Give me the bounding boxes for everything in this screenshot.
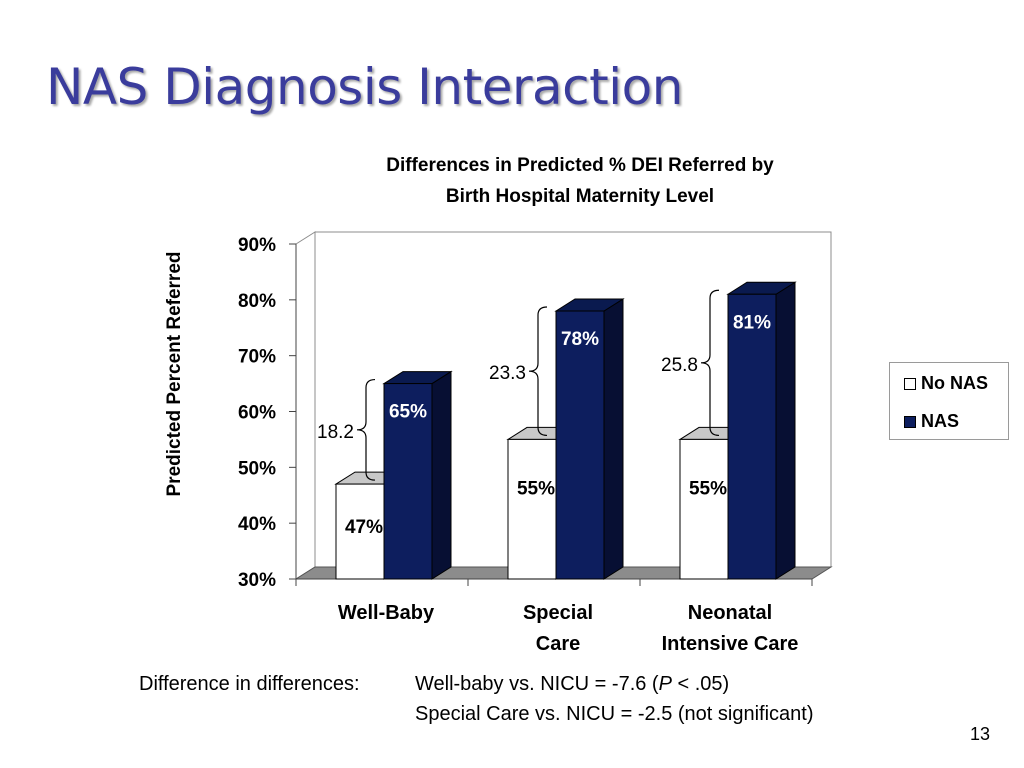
chart-title-line-2: Birth Hospital Maternity Level [445, 186, 715, 207]
footnote-line-1-suffix: < .05) [671, 673, 730, 695]
y-tick-label-40: 40% [238, 514, 276, 535]
y-tick-label-70: 70% [238, 347, 276, 368]
data-label-nas-2: 81% [733, 312, 771, 333]
slide-title: NAS Diagnosis Interaction [46, 58, 683, 116]
x-label-special-care-line-2: Care [536, 633, 580, 655]
chart-side-wall [295, 231, 316, 580]
bar-nas-0 [383, 383, 433, 580]
difference-brace-1 [528, 306, 548, 437]
difference-brace-0 [356, 378, 376, 481]
bar-nas-2 [727, 293, 777, 580]
legend-item-nas: NAS [904, 411, 959, 432]
data-label-nas-1: 78% [561, 329, 599, 350]
difference-label-1: 23.3 [489, 363, 526, 384]
y-tick-label-30: 30% [238, 570, 276, 591]
y-tick-label-80: 80% [238, 291, 276, 312]
y-tick-label-50: 50% [238, 458, 276, 479]
footnote-line-1: Well-baby vs. NICU = -7.6 (P < .05) [415, 673, 729, 696]
footnote-line-2: Special Care vs. NICU = -2.5 (not signif… [415, 703, 814, 725]
y-tick-label-90: 90% [238, 235, 276, 256]
bar-nas-1 [555, 310, 605, 580]
legend-swatch-no-nas [904, 377, 916, 390]
bar-nas-0-side [431, 370, 452, 580]
chart-title-line-1: Differences in Predicted % DEI Referred … [386, 155, 774, 176]
y-axis-label: Predicted Percent Referred [164, 252, 185, 497]
data-label-no-nas-1: 55% [517, 478, 555, 499]
bar-no-nas-1 [507, 438, 557, 580]
legend-item-no-nas: No NAS [904, 373, 988, 394]
y-tick-label-60: 60% [238, 403, 276, 424]
x-label-well-baby-line-1: Well-Baby [338, 602, 435, 624]
footnote-p-symbol: P [658, 673, 672, 695]
difference-label-2: 25.8 [661, 355, 698, 376]
bar-no-nas-0 [335, 483, 385, 580]
footnote-label: Difference in differences: [139, 673, 360, 695]
bar-nas-1-side [603, 298, 624, 580]
legend-label-nas: NAS [921, 411, 960, 431]
page-number: 13 [970, 724, 991, 744]
difference-brace-2 [700, 289, 720, 437]
footnote-line-1-prefix: Well-baby vs. NICU = -7.6 ( [415, 673, 659, 695]
data-label-no-nas-0: 47% [345, 517, 383, 538]
chart-title: Differences in Predicted % DEI Referred … [330, 150, 830, 212]
x-label-neonatal-intensive-care-line-1: Neonatal [688, 602, 772, 624]
bar-nas-2-side [775, 281, 796, 580]
x-label-neonatal-intensive-care-line-2: Intensive Care [662, 633, 799, 655]
bar-no-nas-2 [679, 438, 729, 580]
difference-label-0: 18.2 [317, 422, 354, 443]
data-label-no-nas-2: 55% [689, 478, 727, 499]
legend-label-no-nas: No NAS [921, 373, 988, 393]
legend-swatch-nas [904, 415, 916, 428]
x-label-special-care-line-1: Special [523, 602, 593, 624]
chart-legend: No NAS NAS [889, 362, 1009, 440]
data-label-nas-0: 65% [389, 402, 427, 423]
